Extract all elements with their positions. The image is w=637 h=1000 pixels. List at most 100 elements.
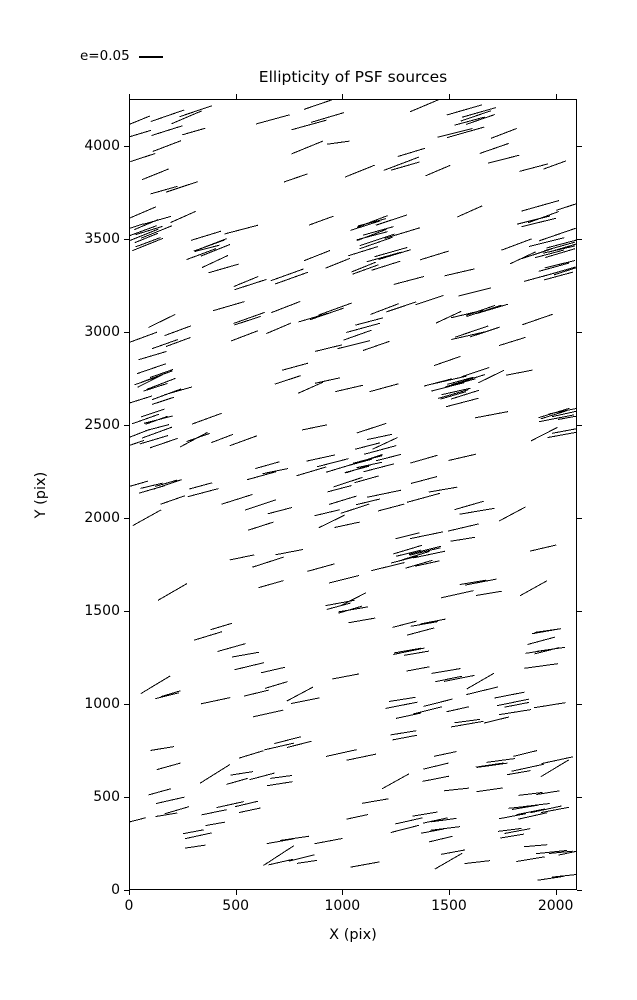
whisker-segment bbox=[422, 817, 448, 824]
whisker-segment bbox=[454, 116, 485, 126]
whisker-segment bbox=[141, 426, 173, 439]
whisker-segment bbox=[282, 362, 309, 371]
whisker-segment bbox=[130, 225, 157, 237]
whisker-segment bbox=[450, 536, 476, 542]
whisker-segment bbox=[182, 127, 206, 136]
whisker-segment bbox=[434, 852, 463, 870]
whisker-segment bbox=[375, 214, 408, 226]
whisker-segment bbox=[231, 651, 259, 658]
whisker-segment bbox=[450, 389, 480, 400]
whisker-segment bbox=[201, 809, 227, 816]
whisker-segment bbox=[421, 828, 444, 834]
whisker-segment bbox=[372, 437, 398, 450]
whisker-segment bbox=[280, 835, 310, 841]
whisker-segment bbox=[150, 746, 175, 751]
whisker-segment bbox=[268, 858, 294, 866]
whisker-segment bbox=[139, 435, 169, 445]
whisker-segment bbox=[396, 549, 422, 557]
whisker-segment bbox=[354, 475, 379, 484]
whisker-segment bbox=[523, 273, 552, 282]
whisker-segment bbox=[543, 160, 567, 170]
whisker-segment bbox=[521, 217, 557, 228]
whisker-segment bbox=[212, 301, 245, 312]
whisker-segment bbox=[255, 461, 280, 470]
whisker-segment bbox=[155, 692, 179, 700]
whisker-segment bbox=[296, 859, 318, 864]
whisker-segment bbox=[286, 686, 314, 702]
whisker-segment bbox=[459, 579, 487, 586]
x-axis-tick-top bbox=[235, 94, 237, 99]
whisker-segment bbox=[221, 493, 253, 505]
whisker-segment bbox=[438, 389, 469, 399]
whisker-segment bbox=[164, 806, 190, 815]
whisker-segment bbox=[521, 200, 560, 212]
whisker-segment bbox=[459, 507, 495, 515]
whisker-segment bbox=[412, 811, 438, 817]
whisker-segment bbox=[390, 161, 420, 171]
whisker-segment bbox=[140, 482, 163, 489]
whisker-segment bbox=[344, 164, 376, 178]
whisker-segment bbox=[332, 673, 360, 680]
whisker-segment bbox=[132, 509, 162, 527]
whisker-segment bbox=[326, 140, 350, 145]
whisker-segment bbox=[558, 415, 576, 421]
whisker-segment bbox=[296, 466, 327, 477]
y-axis-tick-right bbox=[577, 517, 582, 519]
whisker-segment bbox=[393, 647, 422, 654]
y-axis-label: Y (pix) bbox=[33, 471, 49, 519]
whisker-segment bbox=[536, 790, 560, 796]
whisker-segment bbox=[551, 410, 576, 418]
whisker-segment bbox=[484, 716, 510, 724]
whisker-segment bbox=[374, 246, 408, 258]
whisker-segment bbox=[516, 215, 551, 225]
whisker-segment bbox=[522, 313, 553, 326]
whisker-segment bbox=[356, 231, 388, 241]
whisker-segment bbox=[205, 821, 226, 827]
whisker-segment bbox=[422, 775, 450, 782]
whisker-segment bbox=[318, 514, 345, 529]
whisker-segment bbox=[186, 248, 217, 261]
whisker-segment bbox=[537, 875, 564, 881]
whisker-segment bbox=[217, 643, 246, 652]
x-axis-tick bbox=[235, 890, 237, 895]
whisker-segment bbox=[369, 383, 399, 393]
whisker-segment bbox=[350, 220, 381, 231]
whisker-segment bbox=[160, 690, 181, 698]
whisker-segment bbox=[409, 547, 441, 556]
y-axis-tick-label: 1000 bbox=[84, 695, 120, 712]
whisker-segment bbox=[291, 119, 327, 131]
whisker-segment bbox=[534, 249, 565, 259]
whisker-segment bbox=[130, 331, 158, 343]
whisker-segment bbox=[405, 559, 433, 569]
whisker-segment bbox=[500, 833, 525, 839]
whisker-segment bbox=[343, 329, 372, 341]
whisker-segment bbox=[504, 828, 531, 835]
whisker-segment bbox=[134, 376, 157, 386]
whisker-segment bbox=[165, 181, 199, 193]
y-axis-tick-label: 2000 bbox=[84, 509, 120, 526]
whisker-segment bbox=[229, 435, 257, 447]
whisker-segment bbox=[383, 156, 420, 171]
whisker-segment bbox=[538, 414, 575, 423]
whisker-segment bbox=[325, 257, 351, 269]
whisker-segment bbox=[443, 674, 475, 682]
whisker-segment bbox=[239, 807, 261, 813]
whisker-segment bbox=[551, 428, 576, 434]
whisker-segment bbox=[446, 126, 485, 139]
whisker-segment bbox=[274, 736, 301, 745]
whisker-segment bbox=[316, 458, 349, 468]
whisker-segment bbox=[450, 309, 484, 319]
whisker-segment bbox=[366, 433, 393, 441]
whisker-segment bbox=[528, 211, 559, 224]
whisker-segment bbox=[352, 264, 379, 275]
y-axis-tick bbox=[124, 610, 129, 612]
whisker-segment bbox=[477, 762, 508, 768]
whisker-segment bbox=[264, 742, 295, 751]
whisker-segment bbox=[274, 375, 301, 385]
whisker-segment bbox=[135, 225, 163, 236]
whisker-segment bbox=[437, 127, 473, 138]
whisker-segment bbox=[233, 276, 259, 288]
whisker-segment bbox=[183, 829, 204, 835]
whisker-segment bbox=[440, 590, 474, 599]
whisker-segment bbox=[363, 463, 395, 473]
